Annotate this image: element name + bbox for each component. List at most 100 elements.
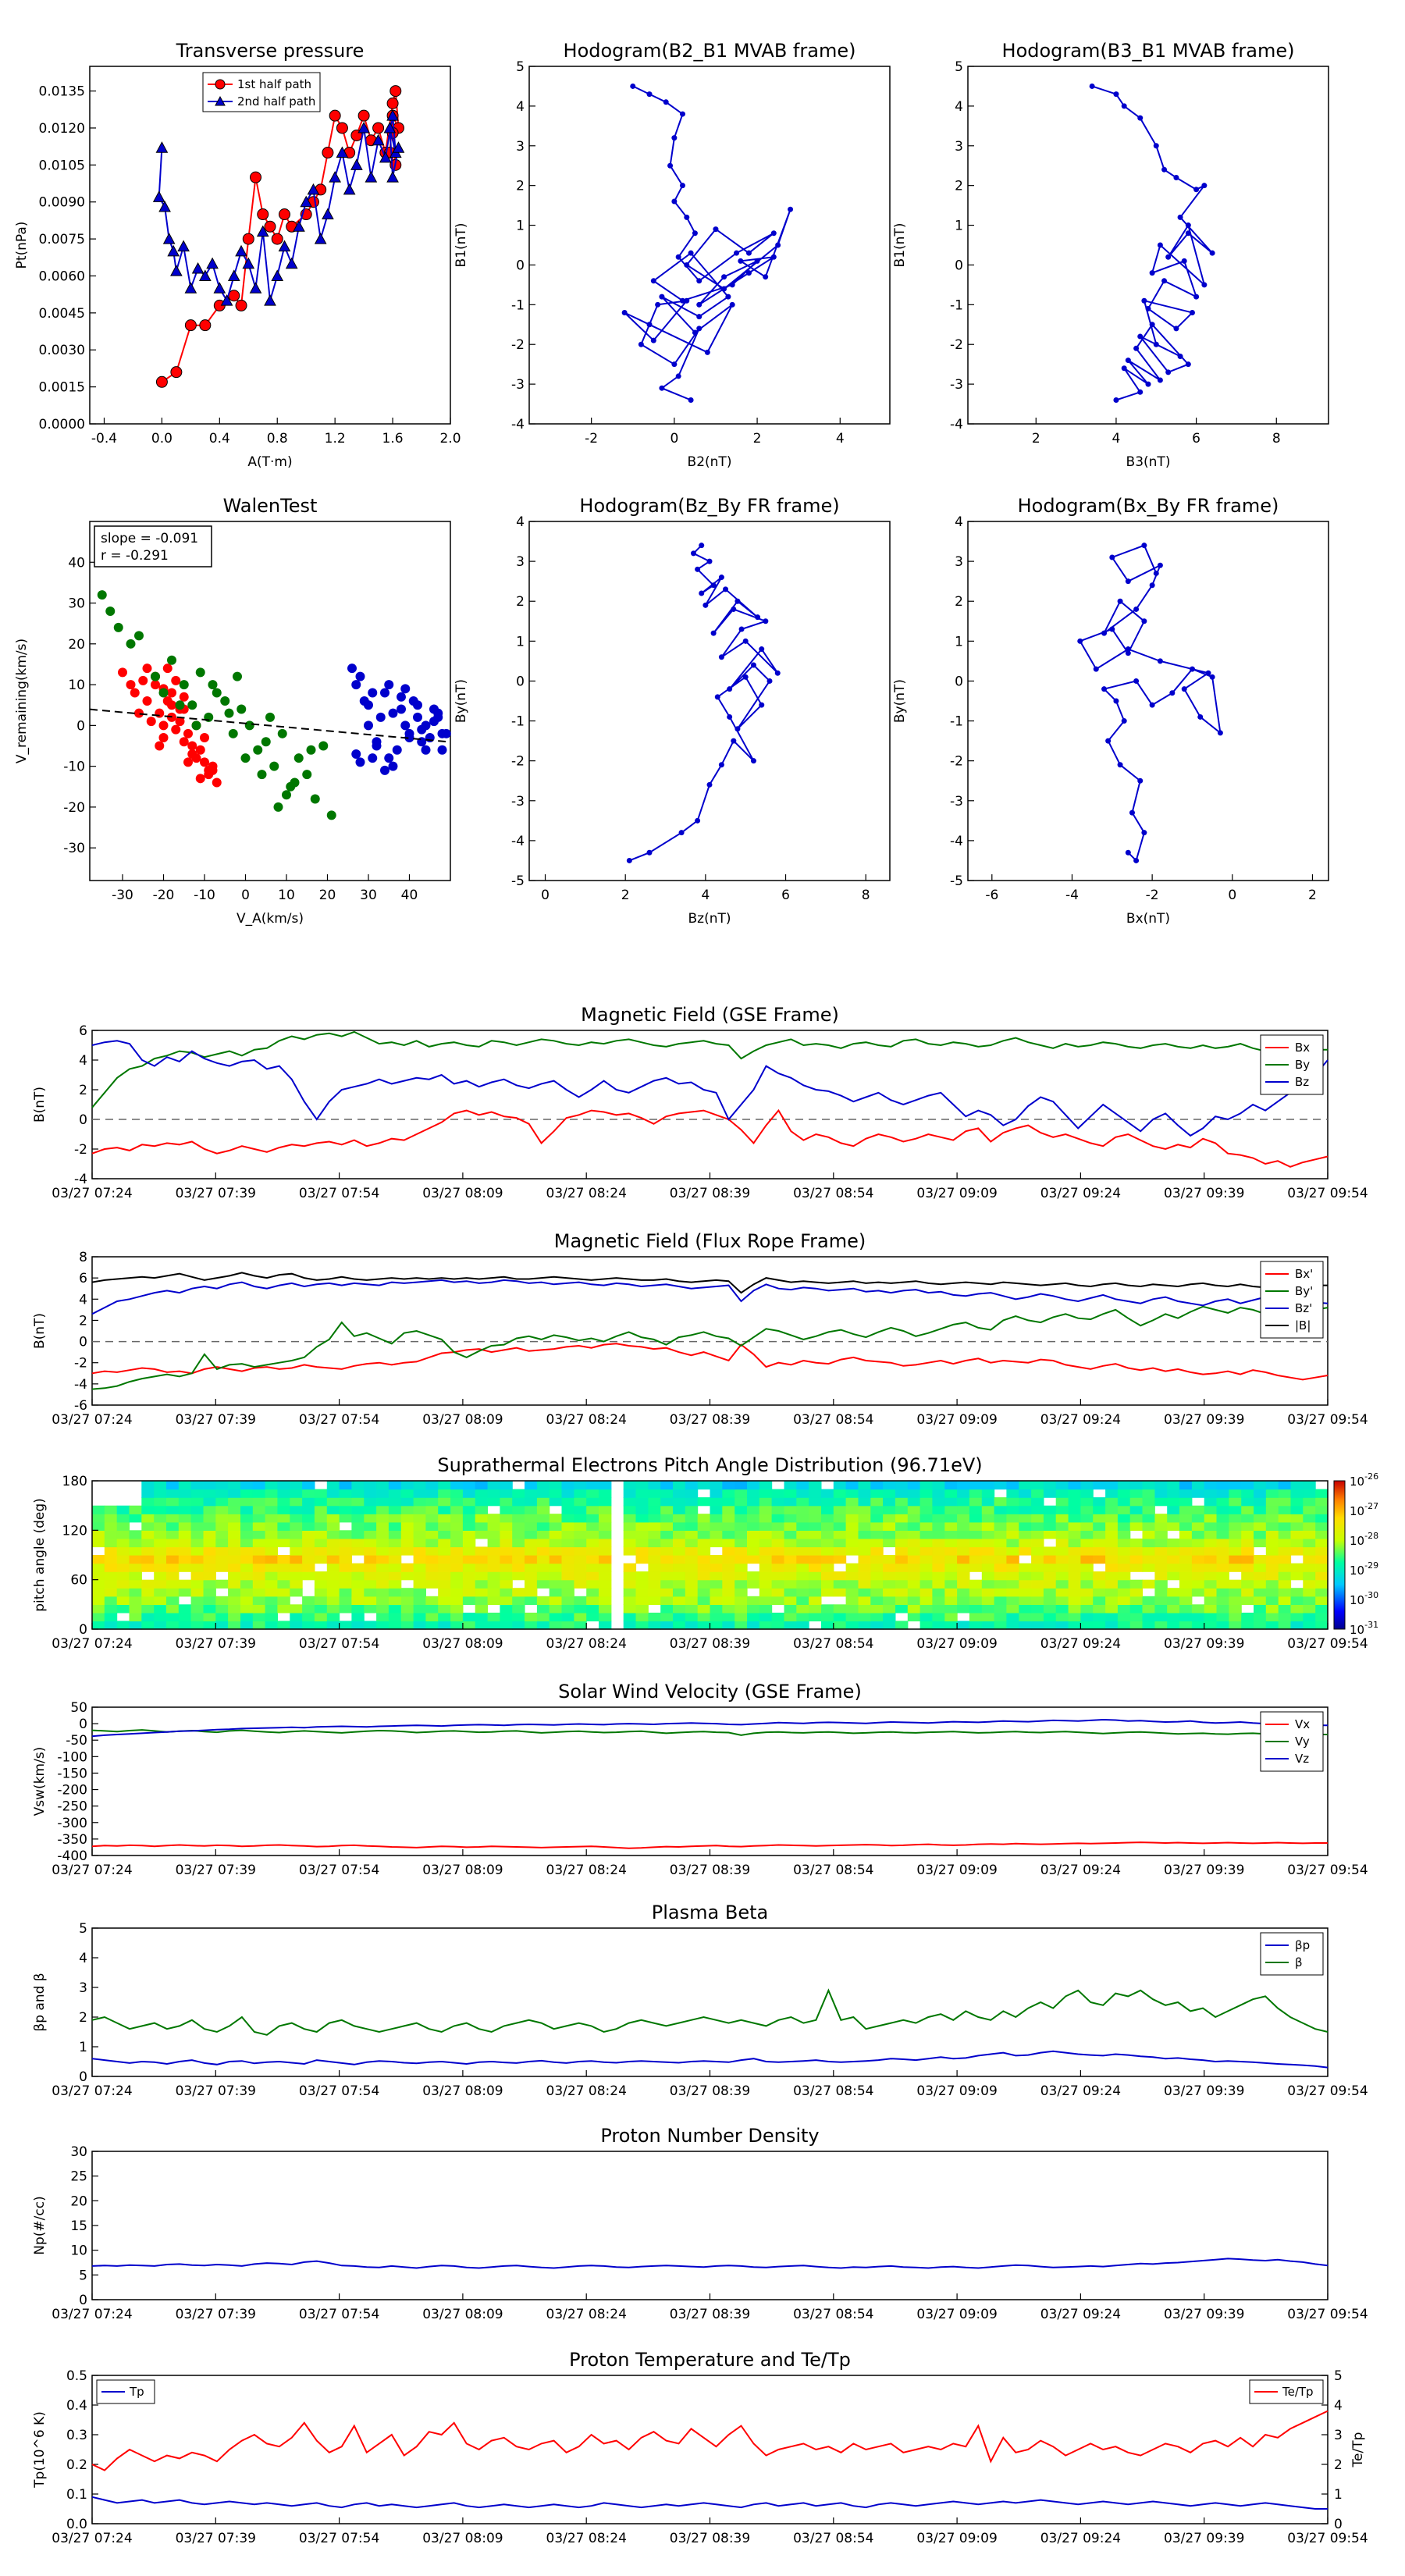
- data-point: [1181, 258, 1187, 264]
- y-tick-label: 0.0090: [39, 195, 85, 211]
- heatmap-cell: [500, 1489, 513, 1498]
- heatmap-cell: [438, 1555, 451, 1564]
- annotation-frame: [94, 525, 212, 568]
- data-point: [242, 233, 254, 245]
- data-point: [155, 708, 165, 718]
- heatmap-cell: [796, 1579, 809, 1589]
- data-point: [1185, 222, 1191, 229]
- heatmap-cell: [203, 1514, 216, 1523]
- data-point: [1145, 305, 1151, 311]
- y-tick-label: 1: [955, 634, 963, 649]
- heatmap-cell: [821, 1563, 834, 1572]
- heatmap-cell: [190, 1571, 204, 1581]
- heatmap-cell: [1055, 1521, 1069, 1531]
- heatmap-cell: [1241, 1521, 1254, 1531]
- heatmap-cell: [104, 1612, 118, 1622]
- heatmap-cell: [1043, 1530, 1057, 1539]
- heatmap-cell: [660, 1579, 674, 1589]
- heatmap-cell: [1290, 1481, 1304, 1490]
- heatmap-cell: [549, 1571, 563, 1581]
- heatmap-cell: [1216, 1579, 1229, 1589]
- heatmap-cell: [265, 1621, 278, 1630]
- time-tick-label: 03/27 08:09: [422, 2307, 503, 2322]
- heatmap-cell: [673, 1489, 686, 1498]
- heatmap-cell: [1179, 1497, 1193, 1507]
- data-point: [695, 817, 701, 824]
- heatmap-cell: [969, 1604, 983, 1614]
- data-point: [655, 301, 661, 308]
- heatmap-cell: [203, 1621, 216, 1630]
- colorbar-scale: [1333, 1480, 1346, 1630]
- heatmap-cell: [487, 1571, 500, 1581]
- heatmap-cell: [462, 1555, 476, 1564]
- x-tick-label: -0.4: [91, 431, 117, 447]
- heatmap-cell: [747, 1612, 760, 1622]
- heatmap-cell: [932, 1514, 945, 1523]
- heatmap-cell: [438, 1505, 451, 1514]
- x-tick-label: 4: [836, 431, 845, 447]
- heatmap-cell: [141, 1555, 155, 1564]
- heatmap-cell: [1315, 1588, 1329, 1597]
- heatmap-cell: [339, 1546, 352, 1556]
- heatmap-cell: [994, 1538, 1007, 1548]
- heatmap-cell: [388, 1497, 402, 1507]
- heatmap-cell: [475, 1481, 489, 1490]
- heatmap-cell: [1303, 1521, 1316, 1531]
- y-tick-label: 0.0015: [39, 380, 85, 396]
- y-tick-label: -100: [57, 1749, 87, 1765]
- heatmap-cell: [759, 1604, 773, 1614]
- chart-title: Plasma Beta: [652, 1902, 768, 1923]
- data-point: [257, 770, 267, 780]
- heatmap-cell: [981, 1546, 995, 1556]
- data-point: [306, 745, 316, 755]
- heatmap-cell: [228, 1514, 241, 1523]
- heatmap-cell: [1080, 1497, 1094, 1507]
- heatmap-cell: [1117, 1538, 1131, 1548]
- data-point: [400, 720, 411, 731]
- data-point: [1113, 698, 1119, 704]
- heatmap-cell: [536, 1505, 550, 1514]
- heatmap-cell: [326, 1481, 340, 1490]
- heatmap-cell: [277, 1514, 290, 1523]
- heatmap-cell: [673, 1530, 686, 1539]
- heatmap-cell: [771, 1546, 784, 1556]
- data-point: [1109, 554, 1115, 560]
- heatmap-cell: [1191, 1521, 1205, 1531]
- time-tick-label: 03/27 09:54: [1287, 1412, 1368, 1428]
- heatmap-cell: [1129, 1555, 1144, 1564]
- heatmap-cell: [821, 1538, 834, 1548]
- heatmap-cell: [425, 1481, 439, 1490]
- heatmap-cell: [1167, 1555, 1180, 1564]
- heatmap-cell: [525, 1563, 538, 1572]
- heatmap-cell: [536, 1571, 550, 1581]
- heatmap-cell: [1167, 1612, 1180, 1622]
- heatmap-cell: [92, 1612, 105, 1622]
- heatmap-cell: [870, 1497, 884, 1507]
- data-point: [763, 274, 769, 280]
- heatmap-cell: [1031, 1604, 1044, 1614]
- colorbar-tick-exponent: 31: [1368, 1620, 1378, 1630]
- heatmap-cell: [1031, 1546, 1044, 1556]
- heatmap-cell: [673, 1621, 686, 1630]
- heatmap-cell: [932, 1596, 945, 1605]
- heatmap-cell: [339, 1538, 352, 1548]
- heatmap-cell: [1265, 1596, 1279, 1605]
- heatmap-cell: [1129, 1521, 1144, 1531]
- data-point: [1125, 650, 1131, 656]
- heatmap-cell: [190, 1481, 204, 1490]
- heatmap-cell: [784, 1489, 797, 1498]
- heatmap-cell: [586, 1481, 599, 1490]
- data-point: [1125, 849, 1131, 856]
- heatmap-cell: [1216, 1621, 1229, 1630]
- heatmap-cell: [92, 1505, 105, 1514]
- series-line: [91, 1305, 1329, 1390]
- heatmap-cell: [858, 1596, 871, 1605]
- heatmap-cell: [487, 1497, 500, 1507]
- heatmap-cell: [129, 1505, 142, 1514]
- heatmap-cell: [660, 1497, 674, 1507]
- heatmap-cell: [759, 1514, 773, 1523]
- heatmap-cell: [190, 1604, 204, 1614]
- heatmap-cell: [364, 1505, 377, 1514]
- heatmap-cell: [710, 1489, 723, 1498]
